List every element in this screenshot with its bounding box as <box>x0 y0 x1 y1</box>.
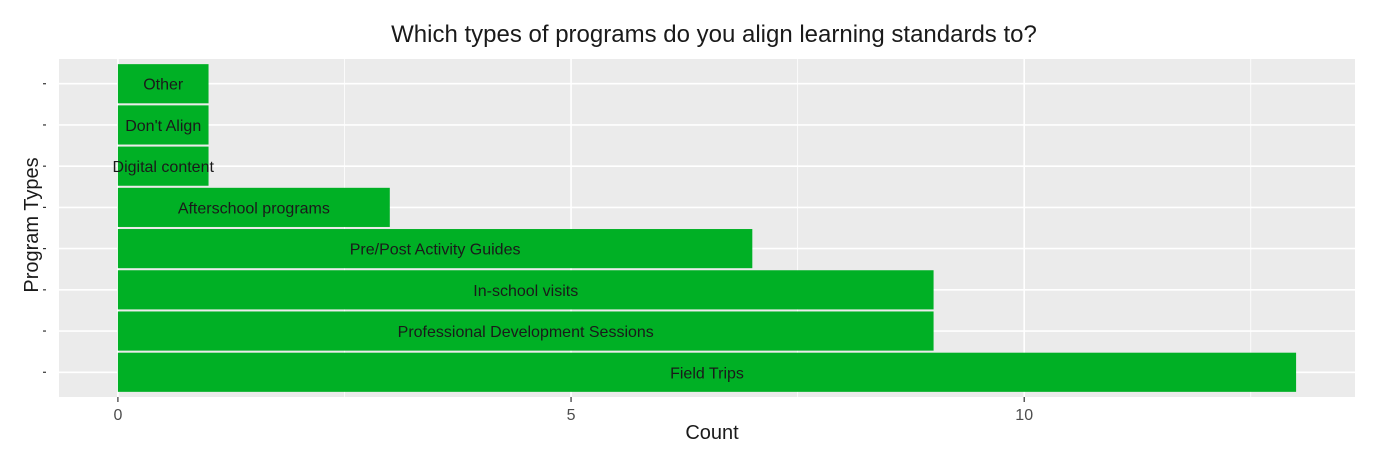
y-axis-ticks <box>43 83 46 373</box>
bar-labels: Field Trips Professional Development Sess… <box>113 77 744 383</box>
bar-label: Professional Development Sessions <box>398 324 654 341</box>
bar-label: In-school visits <box>473 283 578 300</box>
x-tick-label: 10 <box>1015 407 1033 424</box>
bar-label: Field Trips <box>670 365 744 382</box>
x-axis-title: Count <box>685 422 739 444</box>
bar <box>117 270 934 310</box>
bar-label: Digital content <box>113 159 215 176</box>
x-tick-label: 5 <box>567 407 576 424</box>
bars <box>117 64 1297 392</box>
x-tick-label: 0 <box>113 407 122 424</box>
bar <box>117 187 390 227</box>
bar-label: Pre/Post Activity Guides <box>350 242 521 259</box>
chart-title: Which types of programs do you align lea… <box>391 21 1037 48</box>
bar-label: Afterschool programs <box>178 200 330 217</box>
y-axis-title: Program Types <box>21 157 43 292</box>
bar <box>117 352 1297 392</box>
bar-label: Other <box>143 77 184 94</box>
bar <box>117 105 209 145</box>
bar <box>117 64 209 104</box>
x-axis: 0 5 10 <box>113 397 1033 424</box>
bar <box>117 311 934 351</box>
bar <box>117 146 209 186</box>
bar-label: Don't Align <box>125 118 201 135</box>
bar <box>117 229 753 269</box>
